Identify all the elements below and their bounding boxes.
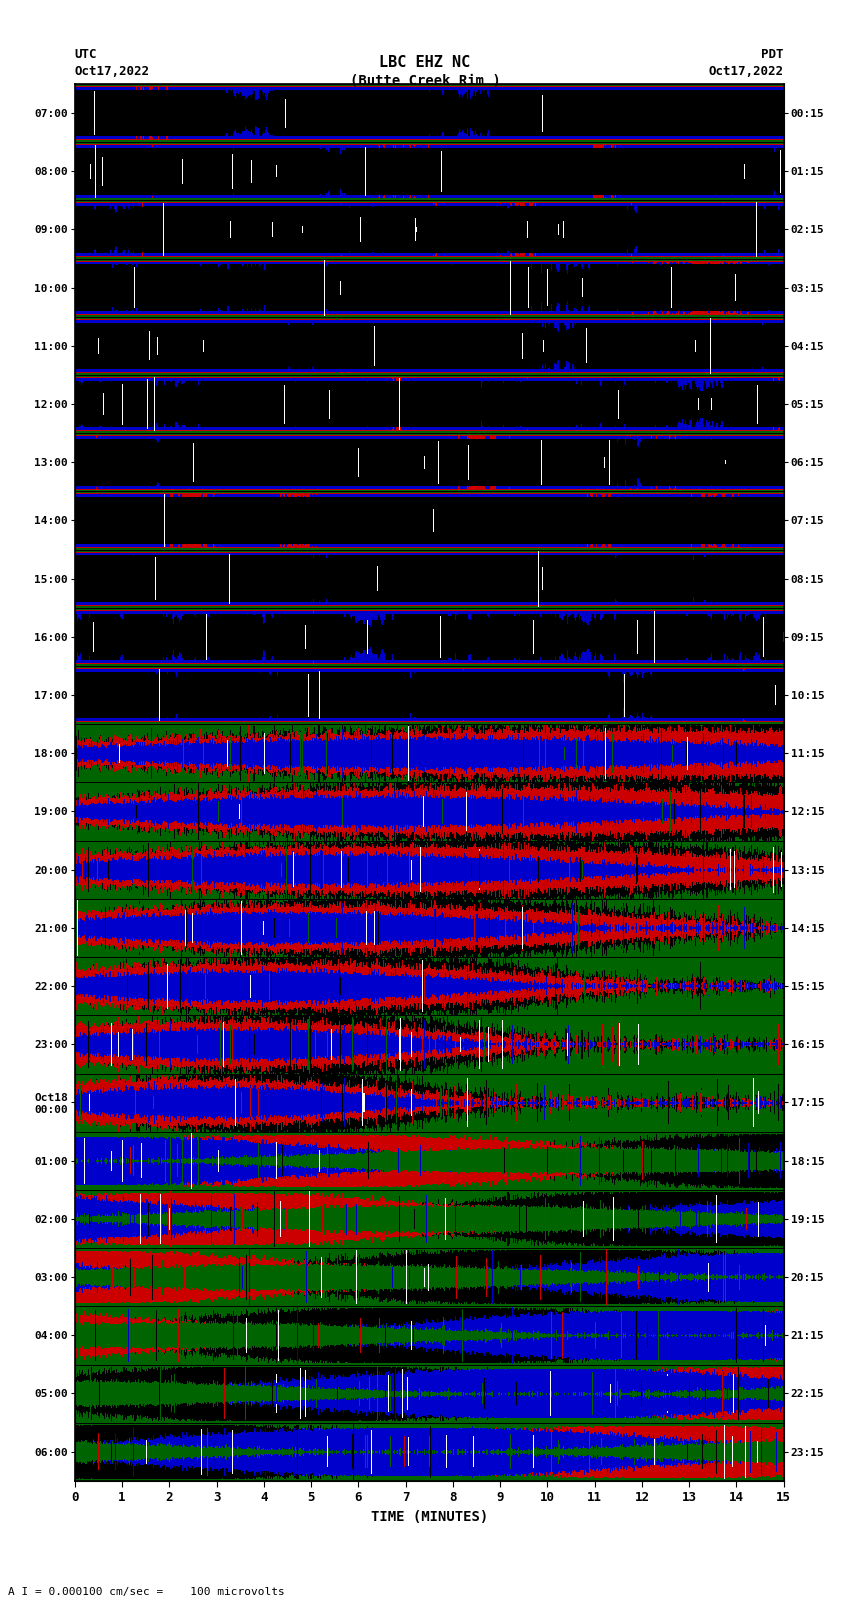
- Text: (Butte Creek Rim ): (Butte Creek Rim ): [349, 74, 501, 89]
- X-axis label: TIME (MINUTES): TIME (MINUTES): [371, 1510, 488, 1524]
- Text: A I = 0.000100 cm/sec =    100 microvolts: A I = 0.000100 cm/sec = 100 microvolts: [8, 1587, 286, 1597]
- Text: Oct17,2022: Oct17,2022: [75, 65, 150, 77]
- Text: PDT: PDT: [762, 48, 784, 61]
- Text: I  = 0.000100 cm/sec: I = 0.000100 cm/sec: [354, 94, 496, 106]
- Text: LBC EHZ NC: LBC EHZ NC: [379, 55, 471, 69]
- Text: Oct17,2022: Oct17,2022: [709, 65, 784, 77]
- Text: UTC: UTC: [75, 48, 97, 61]
